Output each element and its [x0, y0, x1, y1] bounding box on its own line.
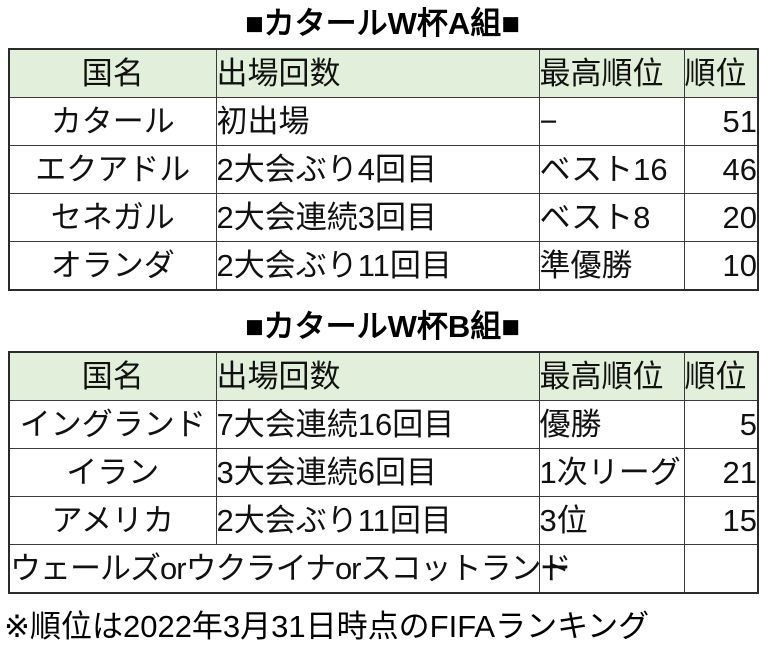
- country-cell: アメリカ: [8, 496, 217, 546]
- rank-cell: 46: [683, 145, 759, 195]
- header-appearances: 出場回数: [215, 48, 540, 99]
- appearances-cell: 2大会ぶり4回目: [215, 145, 540, 195]
- best-result-cell: −: [538, 97, 685, 147]
- header-best-result: 最高順位: [538, 48, 685, 99]
- group-a-header-row: 国名 出場回数 最高順位 順位: [8, 48, 759, 99]
- header-country: 国名: [8, 48, 217, 99]
- appearances-cell: 初出場: [215, 97, 540, 147]
- header-rank: 順位: [683, 351, 759, 402]
- rank-cell: 5: [683, 400, 759, 450]
- rank-cell: 51: [683, 97, 759, 147]
- table-row: セネガル 2大会連続3回目 ベスト8 20: [8, 193, 759, 243]
- group-b-header-row: 国名 出場回数 最高順位 順位: [8, 351, 759, 402]
- table-row: イラン 3大会連続6回目 1次リーグ 21: [8, 448, 759, 498]
- header-appearances: 出場回数: [215, 351, 540, 402]
- country-cell: カタール: [8, 97, 217, 147]
- table-row: イングランド 7大会連続16回目 優勝 5: [8, 400, 759, 450]
- country-cell: イラン: [8, 448, 217, 498]
- rank-cell: 21: [683, 448, 759, 498]
- rank-cell: 10: [683, 241, 759, 291]
- appearances-cell: 2大会ぶり11回目: [215, 241, 540, 291]
- ranking-footnote: ※順位は2022年3月31日時点のFIFAランキング: [4, 609, 650, 645]
- table-row: カタール 初出場 − 51: [8, 97, 759, 147]
- header-best-result: 最高順位: [538, 351, 685, 402]
- group-b-title: ■カタールW杯B組■: [244, 309, 521, 345]
- group-a-table: 国名 出場回数 最高順位 順位 カタール 初出場 − 51 エクアドル 2大会ぶ…: [8, 48, 759, 292]
- appearances-cell: 7大会連続16回目: [215, 400, 540, 450]
- country-cell: エクアドル: [8, 145, 217, 195]
- country-cell: イングランド: [8, 400, 217, 450]
- table-row: ウェールズorウクライナorスコットランド ー: [8, 544, 759, 594]
- best-result-cell: ベスト16: [538, 145, 685, 195]
- group-a-title: ■カタールW杯A組■: [244, 6, 521, 41]
- best-result-cell: 1次リーグ: [538, 448, 685, 498]
- rank-cell: 20: [683, 193, 759, 243]
- rank-cell: [683, 544, 759, 594]
- appearances-cell: 3大会連続6回目: [215, 448, 540, 498]
- best-result-cell: ー: [538, 544, 685, 594]
- playoff-countries-cell: ウェールズorウクライナorスコットランド: [8, 544, 572, 594]
- table-row: アメリカ 2大会ぶり11回目 3位 15: [8, 496, 759, 546]
- rank-cell: 15: [683, 496, 759, 546]
- best-result-cell: 優勝: [538, 400, 685, 450]
- appearances-cell: 2大会連続3回目: [215, 193, 540, 243]
- appearances-cell: 2大会ぶり11回目: [215, 496, 540, 546]
- best-result-cell: 準優勝: [538, 241, 685, 291]
- country-cell: オランダ: [8, 241, 217, 291]
- table-row: エクアドル 2大会ぶり4回目 ベスト16 46: [8, 145, 759, 195]
- group-b-table: 国名 出場回数 最高順位 順位 イングランド 7大会連続16回目 優勝 5 イラ…: [8, 351, 759, 595]
- header-country: 国名: [8, 351, 217, 402]
- country-cell: セネガル: [8, 193, 217, 243]
- header-rank: 順位: [683, 48, 759, 99]
- best-result-cell: ベスト8: [538, 193, 685, 243]
- best-result-cell: 3位: [538, 496, 685, 546]
- table-row: オランダ 2大会ぶり11回目 準優勝 10: [8, 241, 759, 291]
